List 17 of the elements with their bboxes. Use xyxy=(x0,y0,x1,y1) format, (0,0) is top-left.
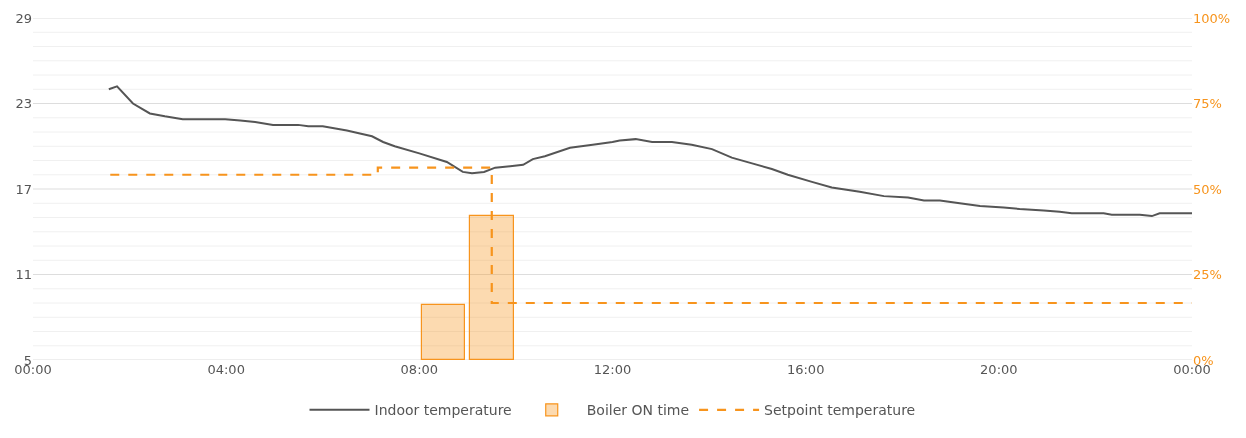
x-tick-label: 20:00 xyxy=(980,362,1018,377)
y2-tick-label: 75% xyxy=(1193,96,1222,112)
y2-tick-label: 25% xyxy=(1193,267,1222,283)
x-tick-label: 16:00 xyxy=(786,362,825,377)
legend-label: Setpoint temperature xyxy=(764,402,916,419)
legend-label: Indoor temperature xyxy=(374,402,512,419)
y2-tick-label: 100% xyxy=(1193,10,1231,26)
y-tick-label: 23 xyxy=(15,96,32,112)
x-tick-label: 08:00 xyxy=(400,362,439,377)
y2-tick-label: 50% xyxy=(1193,181,1222,197)
y-tick-label: 17 xyxy=(15,181,32,197)
legend-label: Boiler ON time xyxy=(586,402,690,419)
y-tick-label: 29 xyxy=(15,10,32,26)
y-tick-label: 11 xyxy=(15,267,32,283)
line-series xyxy=(107,85,1192,218)
x-tick-label: 04:00 xyxy=(207,362,245,377)
x-tick-label: 12:00 xyxy=(593,362,632,377)
